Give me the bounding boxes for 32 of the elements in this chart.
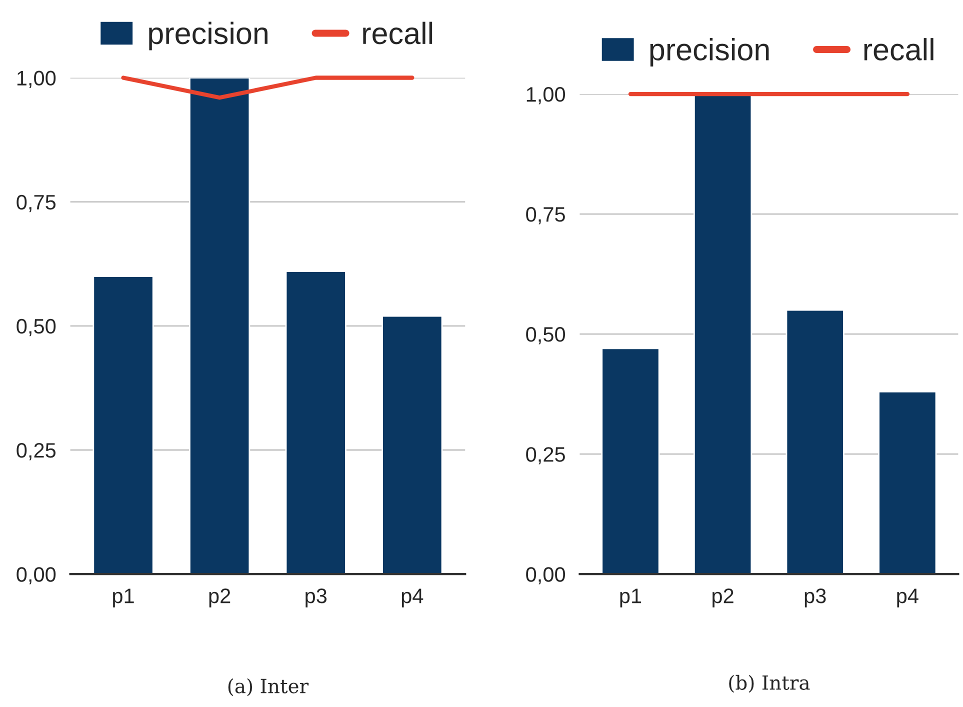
x-tick-label: p4 — [402, 588, 424, 608]
x-tick-label: p2 — [712, 588, 734, 608]
x-tick-label: p3 — [306, 588, 327, 608]
y-tick-label: 0,75 — [526, 207, 565, 224]
y-tick-label: 0,50 — [526, 327, 566, 344]
y-tick-label: 0,25 — [526, 447, 565, 464]
bar — [382, 315, 443, 574]
y-tick-label: 0,00 — [16, 567, 56, 584]
legend-label: precision — [650, 38, 769, 67]
legend-label: recall — [363, 22, 432, 44]
x-tick-label: p4 — [897, 588, 918, 608]
y-tick-label: 0,00 — [526, 567, 566, 584]
text: (a) Inter — [228, 678, 309, 696]
x-tick-label: p2 — [209, 588, 230, 608]
bar — [285, 270, 346, 574]
legend-label: recall — [864, 38, 934, 60]
bar — [878, 390, 937, 574]
y-tick-label: 0,50 — [16, 318, 56, 336]
text: (b) Intra — [729, 674, 810, 693]
y-tick-label: 0,25 — [16, 443, 56, 460]
bar — [693, 94, 752, 574]
y-tick-label: 0,75 — [16, 194, 56, 212]
bar — [601, 348, 660, 574]
legend-label: precision — [149, 22, 268, 50]
y-tick-label: 1,00 — [526, 87, 566, 104]
x-tick-label: p1 — [620, 588, 642, 608]
bar — [92, 276, 154, 574]
x-tick-label: p1 — [113, 588, 134, 608]
bar — [786, 309, 844, 574]
y-tick-label: 1,00 — [17, 70, 56, 88]
x-tick-label: p3 — [804, 588, 826, 608]
bar — [189, 78, 250, 574]
